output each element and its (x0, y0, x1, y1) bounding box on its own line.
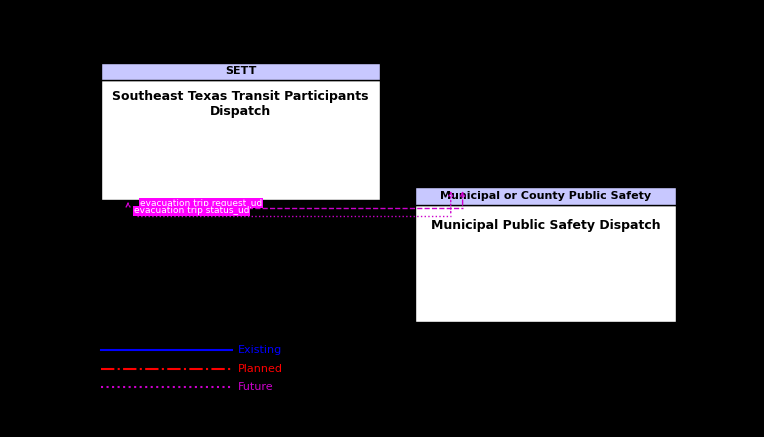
Bar (102, 62, 380, 80)
Text: Municipal Public Safety Dispatch: Municipal Public Safety Dispatch (431, 219, 660, 232)
Text: evacuation trip status_ud: evacuation trip status_ud (134, 206, 250, 215)
Text: Municipal or County Public Safety: Municipal or County Public Safety (440, 191, 651, 201)
Bar (416, 205, 676, 322)
Bar (416, 187, 676, 205)
Text: Planned: Planned (238, 364, 283, 374)
Bar (102, 80, 380, 201)
Text: Existing: Existing (238, 345, 282, 355)
Text: Southeast Texas Transit Participants
Dispatch: Southeast Texas Transit Participants Dis… (112, 90, 369, 118)
Text: evacuation trip request_ud: evacuation trip request_ud (140, 198, 262, 208)
Text: Future: Future (238, 382, 274, 392)
Text: SETT: SETT (225, 66, 256, 76)
